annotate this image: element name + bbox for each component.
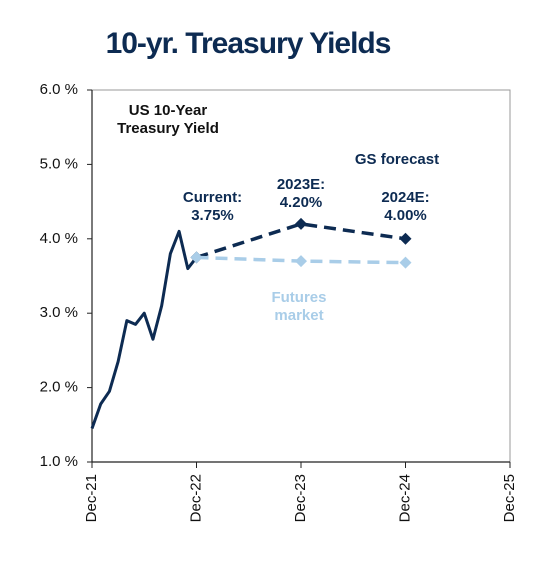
y-tick-label: 2.0 % — [40, 379, 78, 396]
chart-title: 10-yr. Treasury Yields — [105, 27, 392, 60]
x-tick-label: Dec-21 — [83, 474, 100, 522]
y-tick-label: 3.0 % — [40, 304, 78, 321]
plot-frame — [91, 89, 511, 463]
series-label: Futures market — [271, 289, 327, 324]
point — [399, 232, 412, 245]
x-tick-label: Dec-22 — [187, 474, 204, 522]
forecast-line — [195, 222, 406, 260]
history-line — [90, 229, 198, 430]
point — [295, 217, 307, 230]
data-label: Current: 3.75% — [182, 189, 243, 225]
series-label: US 10-Year Treasury Yield — [117, 102, 219, 137]
y-tick-label: 5.0 % — [40, 155, 78, 172]
point — [190, 251, 203, 264]
series-label: GS forecast — [354, 151, 440, 168]
y-tick-label: 1.0 % — [40, 453, 78, 470]
y-tick-label: 4.0 % — [40, 230, 78, 247]
point — [295, 255, 307, 268]
x-tick-label: Dec-23 — [292, 474, 309, 522]
y-tick-label: 6.0 % — [40, 81, 78, 98]
x-tick-label: Dec-25 — [501, 474, 518, 522]
data-label: 2023E: 4.20% — [276, 175, 326, 211]
data-label: 2024E: 4.00% — [381, 188, 430, 224]
x-tick-label: Dec-24 — [396, 474, 413, 522]
point — [399, 256, 412, 269]
